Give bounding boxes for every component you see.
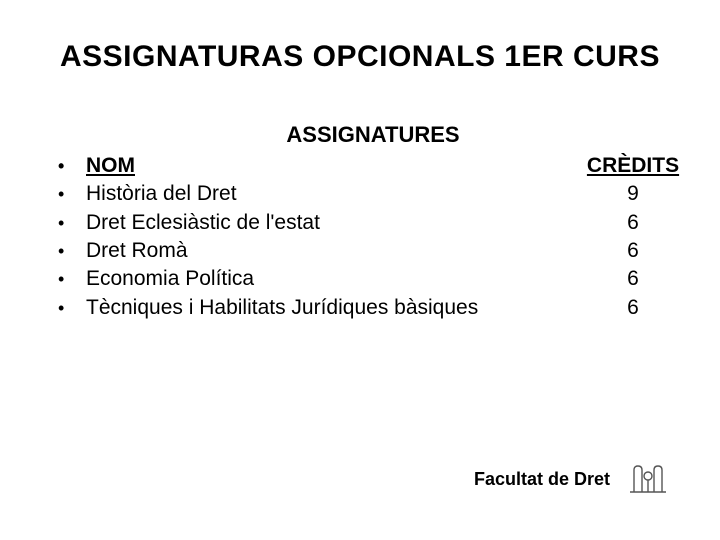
footer-text: Facultat de Dret <box>474 469 610 490</box>
slide: ASSIGNATURAS OPCIONALS 1ER CURS ASSIGNAT… <box>0 0 720 540</box>
list-item: • Història del Dret 9 <box>58 180 688 208</box>
list-item: • Economia Política 6 <box>58 265 688 293</box>
section-subtitle: ASSIGNATURES <box>58 122 688 148</box>
course-name: Història del Dret <box>86 180 578 208</box>
bullet-icon: • <box>58 296 86 320</box>
course-name: Tècniques i Habilitats Jurídiques bàsiqu… <box>86 294 578 322</box>
course-credits: 6 <box>578 294 688 322</box>
course-credits: 6 <box>578 265 688 293</box>
column-header-credits: CRÈDITS <box>578 152 688 180</box>
column-header-name: NOM <box>86 152 578 180</box>
list-item: • Dret Eclesiàstic de l'estat 6 <box>58 209 688 237</box>
content-block: ASSIGNATURES • NOM CRÈDITS • Història de… <box>32 122 688 322</box>
bullet-icon: • <box>58 267 86 291</box>
list-item: • Dret Romà 6 <box>58 237 688 265</box>
course-name: Dret Eclesiàstic de l'estat <box>86 209 578 237</box>
course-credits: 6 <box>578 209 688 237</box>
course-credits: 6 <box>578 237 688 265</box>
bullet-icon: • <box>58 239 86 263</box>
course-credits: 9 <box>578 180 688 208</box>
footer: Facultat de Dret <box>474 462 668 496</box>
course-name: Dret Romà <box>86 237 578 265</box>
list-header-row: • NOM CRÈDITS <box>58 152 688 180</box>
page-title: ASSIGNATURAS OPCIONALS 1ER CURS <box>32 40 688 74</box>
bullet-icon: • <box>58 211 86 235</box>
university-logo-icon <box>628 462 668 496</box>
bullet-icon: • <box>58 182 86 206</box>
course-name: Economia Política <box>86 265 578 293</box>
list-item: • Tècniques i Habilitats Jurídiques bàsi… <box>58 294 688 322</box>
bullet-icon: • <box>58 154 86 178</box>
course-list: • NOM CRÈDITS • Història del Dret 9 • Dr… <box>58 152 688 322</box>
